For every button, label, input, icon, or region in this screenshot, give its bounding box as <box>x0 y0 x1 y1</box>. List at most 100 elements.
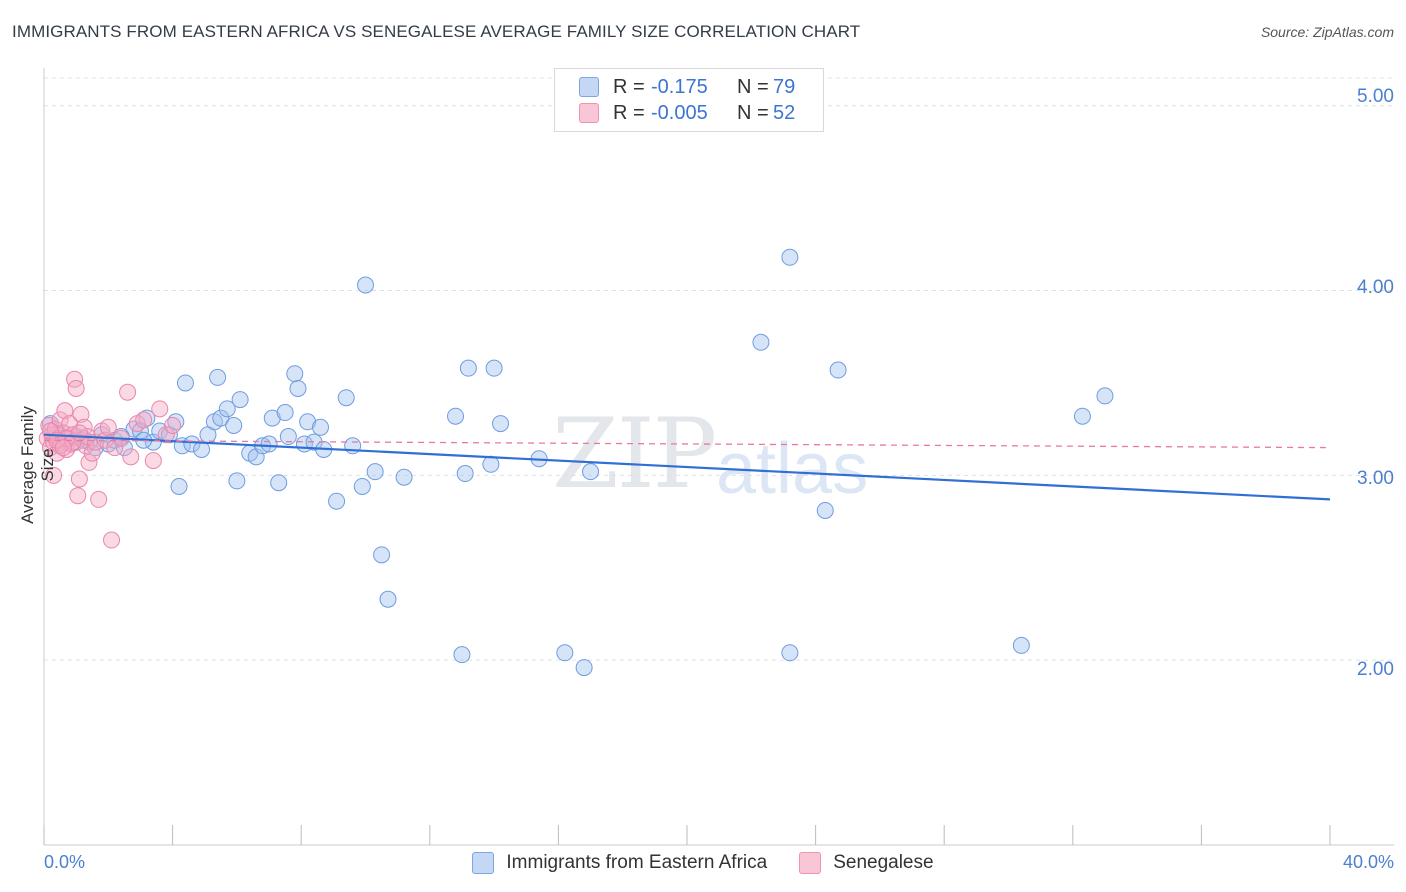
point-eastern-africa <box>485 359 503 377</box>
correlation-legend: R = -0.175 N = 79 R = -0.005 N = 52 <box>554 68 824 132</box>
y-tick-label-4: 4.00 <box>1357 277 1394 298</box>
point-senegalese <box>103 531 121 549</box>
point-eastern-africa <box>447 407 465 425</box>
point-eastern-africa <box>752 333 770 351</box>
point-eastern-africa <box>781 248 799 266</box>
point-eastern-africa <box>1012 636 1030 654</box>
legend-r-value: -0.175 <box>651 75 708 98</box>
point-eastern-africa <box>575 659 593 677</box>
point-eastern-africa <box>459 359 477 377</box>
series-label-senegalese: Senegalese <box>833 852 934 873</box>
point-eastern-africa <box>270 474 288 492</box>
point-senegalese <box>54 439 72 457</box>
point-eastern-africa <box>289 379 307 397</box>
point-eastern-africa <box>170 477 188 495</box>
y-tick-label-3: 3.00 <box>1357 468 1394 489</box>
point-eastern-africa <box>816 501 834 519</box>
series-legend: Immigrants from Eastern Africa Senegales… <box>0 852 1406 874</box>
trendline-senegalese <box>43 439 1331 449</box>
point-eastern-africa <box>781 644 799 662</box>
point-eastern-africa <box>357 276 374 294</box>
point-eastern-africa <box>456 465 474 483</box>
point-eastern-africa <box>395 468 413 486</box>
legend-n-value: 79 <box>773 75 796 98</box>
point-eastern-africa <box>582 463 600 481</box>
y-tick-label-2: 2.00 <box>1357 659 1394 680</box>
legend-r-value: -0.005 <box>651 101 708 124</box>
point-eastern-africa <box>183 435 201 453</box>
y-axis-title: Average Family Size <box>18 406 57 524</box>
point-eastern-africa <box>212 409 230 427</box>
point-senegalese <box>83 444 101 462</box>
legend-row-eastern-africa: R = -0.175 N = 79 <box>579 74 795 100</box>
legend-n-label: N = <box>737 101 769 124</box>
point-eastern-africa <box>337 389 355 407</box>
point-eastern-africa <box>353 477 371 495</box>
point-eastern-africa <box>263 409 281 427</box>
series-legend-senegalese[interactable]: Senegalese <box>799 852 934 874</box>
chart-title: IMMIGRANTS FROM EASTERN AFRICA VS SENEGA… <box>12 22 861 41</box>
point-senegalese <box>45 466 63 484</box>
point-senegalese <box>144 452 162 470</box>
legend-row-senegalese: R = -0.005 N = 52 <box>579 100 795 126</box>
point-eastern-africa <box>453 646 471 664</box>
point-senegalese <box>151 400 169 418</box>
point-eastern-africa <box>829 361 847 379</box>
series-legend-eastern-africa[interactable]: Immigrants from Eastern Africa <box>472 852 767 874</box>
legend-n-label: N = <box>737 75 769 98</box>
point-senegalese <box>70 470 88 488</box>
y-tick-label-5: 5.00 <box>1357 86 1394 107</box>
point-senegalese <box>90 490 108 508</box>
point-eastern-africa <box>311 418 329 436</box>
point-senegalese <box>164 416 182 434</box>
point-senegalese <box>67 379 85 397</box>
series-swatch-blue <box>472 852 495 874</box>
point-eastern-africa <box>328 492 346 510</box>
point-eastern-africa <box>231 391 249 409</box>
x-tick-label-max: 40.0% <box>1342 852 1394 872</box>
point-eastern-africa <box>225 416 243 434</box>
legend-swatch-blue <box>579 77 599 97</box>
legend-swatch-pink <box>579 103 599 123</box>
point-senegalese <box>51 411 69 429</box>
point-senegalese <box>122 448 140 466</box>
point-eastern-africa <box>276 404 294 422</box>
point-eastern-africa <box>366 463 384 481</box>
point-eastern-africa <box>279 428 297 446</box>
point-eastern-africa <box>1073 407 1091 425</box>
point-eastern-africa <box>379 590 397 608</box>
point-eastern-africa <box>218 400 236 418</box>
point-senegalese <box>157 426 175 444</box>
series-label-eastern-africa: Immigrants from Eastern Africa <box>506 852 768 873</box>
point-eastern-africa <box>299 413 317 431</box>
trendline-eastern-africa <box>43 433 1331 501</box>
point-senegalese <box>99 418 117 436</box>
point-eastern-africa <box>373 546 391 564</box>
legend-n-value: 52 <box>773 101 796 124</box>
point-senegalese <box>119 383 137 401</box>
point-eastern-africa <box>209 368 227 386</box>
point-eastern-africa <box>228 472 246 490</box>
point-senegalese <box>69 487 87 505</box>
point-eastern-africa <box>1096 387 1114 405</box>
legend-r-label: R = <box>613 101 645 124</box>
point-senegalese <box>80 453 98 471</box>
point-senegalese <box>56 402 74 420</box>
watermark-zip: ZIP <box>552 398 717 510</box>
point-eastern-africa <box>247 448 265 466</box>
point-eastern-africa <box>492 415 510 433</box>
point-eastern-africa <box>260 435 278 453</box>
point-senegalese <box>75 418 93 436</box>
point-senegalese <box>72 405 90 423</box>
point-eastern-africa <box>176 374 194 392</box>
point-senegalese <box>70 424 88 442</box>
point-senegalese <box>106 439 124 457</box>
point-eastern-africa <box>482 455 500 473</box>
point-eastern-africa <box>286 365 304 383</box>
point-eastern-africa <box>556 644 574 662</box>
legend-r-label: R = <box>613 75 645 98</box>
x-tick-label-min: 0.0% <box>44 852 86 872</box>
source-label: Source: ZipAtlas.com <box>1260 24 1394 40</box>
point-senegalese <box>135 411 153 429</box>
